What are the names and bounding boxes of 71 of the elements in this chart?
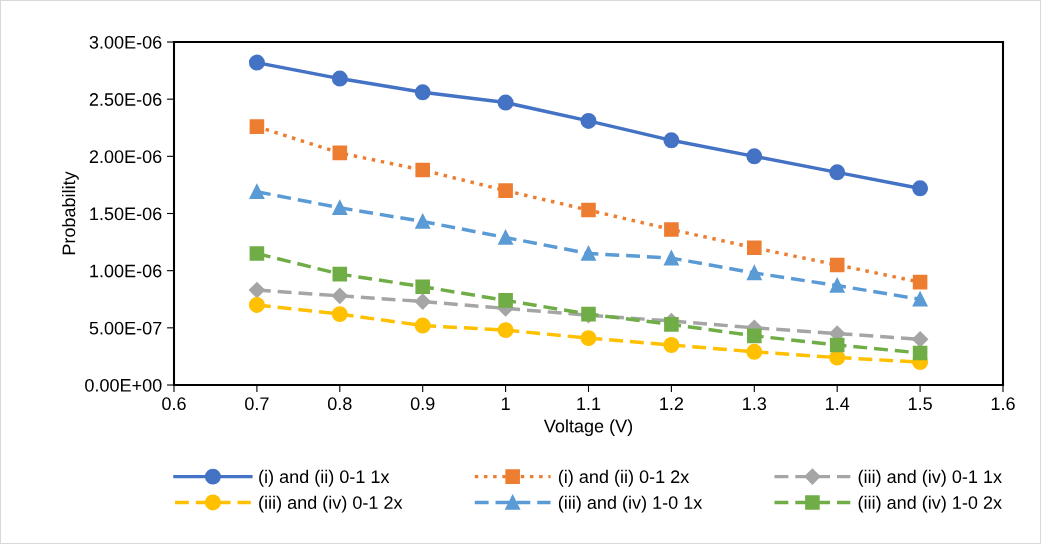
- x-tick-label: 1: [501, 397, 510, 410]
- point: [498, 230, 513, 245]
- point: [497, 94, 514, 111]
- point: [581, 202, 596, 218]
- point: [664, 222, 679, 237]
- point: [747, 328, 762, 344]
- y-tick-label: 0.00E+00: [85, 378, 162, 392]
- point: [664, 250, 679, 266]
- point: [829, 164, 846, 181]
- y-tick-label: 2.00E-06: [89, 150, 162, 164]
- point: [414, 317, 431, 334]
- legend-label: (iii) and (iv) 1-0 2x: [858, 495, 1002, 513]
- point: [414, 84, 431, 101]
- point: [829, 257, 845, 273]
- x-tick-label: 1.4: [826, 397, 850, 410]
- y-tick-label: 1.00E-06: [90, 264, 162, 278]
- point: [829, 278, 845, 293]
- point: [331, 70, 348, 87]
- point: [249, 119, 265, 134]
- point: [332, 145, 348, 161]
- x-tick-label: 1.3: [743, 397, 767, 411]
- point: [248, 54, 265, 71]
- x-axis-title: Voltage (V): [543, 419, 633, 437]
- y-tick-label: 2.50E-06: [89, 93, 162, 106]
- point: [829, 337, 845, 353]
- point: [498, 293, 513, 308]
- point: [249, 184, 265, 200]
- legend-label: (iii) and (iv) 0-1 1x: [858, 469, 1002, 487]
- y-axis-title: Probability: [62, 171, 79, 255]
- point: [912, 331, 929, 348]
- x-tick-label: 0.8: [327, 397, 352, 411]
- x-tick-label: 0.6: [162, 397, 186, 411]
- point: [249, 246, 265, 261]
- point: [415, 279, 430, 294]
- point: [663, 132, 680, 149]
- point: [332, 266, 348, 282]
- point: [747, 265, 762, 281]
- point: [747, 240, 762, 256]
- point: [331, 306, 348, 323]
- x-tick-label: 0.9: [410, 397, 435, 411]
- point: [746, 148, 763, 165]
- y-tick-label: 5.00E-07: [89, 321, 162, 335]
- legend-label: (i) and (ii) 0-1 2x: [558, 469, 690, 487]
- point: [332, 200, 348, 216]
- legend-label: (iii) and (iv) 0-1 2x: [259, 495, 403, 513]
- y-tick-label: 1.50E-06: [90, 207, 162, 221]
- point: [912, 291, 928, 307]
- point: [497, 322, 514, 339]
- x-tick-label: 1.1: [577, 397, 601, 410]
- point: [912, 274, 928, 290]
- point: [746, 343, 763, 360]
- x-tick-label: 1.5: [908, 397, 932, 411]
- point: [581, 246, 596, 261]
- point: [331, 287, 348, 304]
- legend-label: (i) and (ii) 0-1 1x: [259, 469, 390, 487]
- point: [580, 112, 597, 129]
- point: [912, 180, 929, 197]
- x-tick-label: 0.7: [245, 397, 269, 411]
- point: [248, 282, 265, 299]
- x-tick-label: 1.2: [660, 397, 684, 410]
- point: [415, 162, 430, 178]
- point: [663, 337, 680, 353]
- point: [414, 293, 431, 310]
- point: [912, 345, 928, 361]
- point: [415, 214, 430, 229]
- point: [498, 183, 513, 198]
- point: [248, 296, 265, 313]
- legend-label: (iii) and (iv) 1-0 1x: [558, 495, 703, 513]
- x-tick-label: 1.6: [991, 397, 1015, 411]
- y-tick-label: 3.00E-06: [89, 35, 162, 49]
- point: [580, 330, 597, 347]
